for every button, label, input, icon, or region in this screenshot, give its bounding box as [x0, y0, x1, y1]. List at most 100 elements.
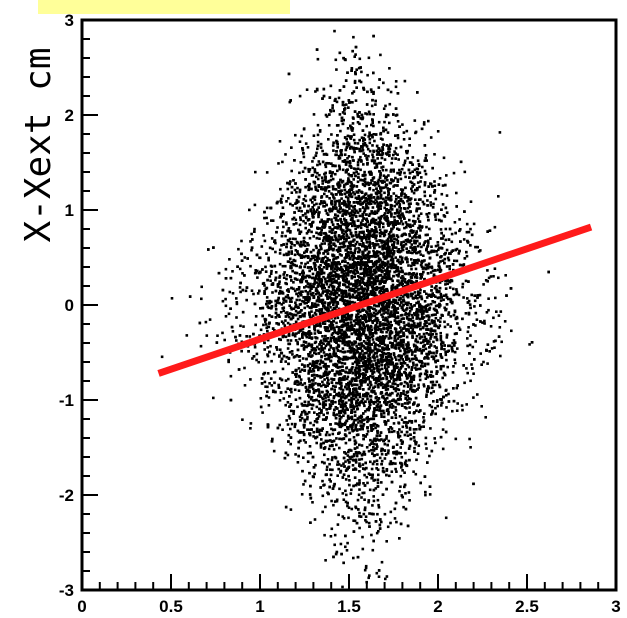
scatter-point — [356, 398, 360, 402]
scatter-point — [287, 197, 290, 200]
scatter-point — [432, 273, 436, 276]
scatter-point — [353, 55, 356, 58]
scatter-point — [327, 285, 331, 289]
scatter-point — [402, 384, 406, 388]
scatter-point — [320, 310, 323, 313]
scatter-point — [370, 533, 373, 537]
scatter-point — [300, 493, 304, 496]
scatter-point — [389, 372, 392, 375]
scatter-point — [388, 102, 392, 106]
scatter-point — [394, 176, 397, 180]
scatter-point — [367, 276, 370, 280]
scatter-point — [289, 409, 293, 413]
scatter-point — [300, 271, 304, 274]
scatter-point — [371, 289, 375, 293]
scatter-point — [345, 366, 348, 370]
scatter-point — [387, 315, 390, 319]
scatter-point — [371, 307, 375, 310]
scatter-point — [312, 391, 316, 394]
scatter-point — [350, 328, 354, 331]
scatter-point — [368, 356, 372, 360]
scatter-point — [424, 154, 428, 157]
scatter-point — [289, 508, 293, 511]
scatter-point — [379, 137, 383, 140]
scatter-point — [355, 404, 358, 408]
scatter-point — [373, 314, 377, 317]
scatter-point — [302, 439, 306, 442]
scatter-point — [352, 421, 355, 425]
scatter-point — [374, 392, 377, 395]
scatter-point — [347, 335, 351, 339]
scatter-point — [351, 326, 354, 329]
scatter-point — [348, 455, 351, 459]
scatter-point — [320, 307, 324, 311]
scatter-point — [418, 164, 421, 167]
scatter-point — [267, 306, 270, 310]
scatter-point — [289, 403, 293, 406]
scatter-point — [479, 352, 482, 355]
scatter-point — [363, 262, 366, 266]
scatter-point — [356, 407, 359, 411]
scatter-point — [414, 339, 417, 343]
scatter-point — [332, 396, 336, 400]
scatter-point — [312, 261, 316, 265]
scatter-point — [419, 274, 423, 278]
scatter-point — [364, 519, 367, 522]
scatter-point — [361, 535, 364, 539]
scatter-point — [309, 351, 312, 354]
scatter-point — [294, 218, 298, 222]
scatter-point — [278, 377, 282, 380]
scatter-point — [369, 318, 372, 322]
scatter-point — [401, 275, 404, 278]
scatter-point — [439, 316, 442, 320]
scatter-point — [395, 394, 399, 397]
scatter-point — [289, 339, 293, 342]
scatter-point — [343, 314, 346, 317]
scatter-point — [368, 112, 372, 116]
scatter-point — [414, 198, 417, 201]
scatter-point — [285, 355, 289, 359]
scatter-point — [492, 275, 495, 278]
scatter-point — [418, 424, 421, 427]
scatter-point — [384, 368, 388, 371]
scatter-point — [415, 458, 418, 462]
scatter-point — [399, 209, 402, 213]
scatter-point — [386, 113, 390, 117]
scatter-point — [443, 257, 447, 261]
scatter-point — [395, 194, 398, 198]
scatter-point — [362, 402, 365, 405]
scatter-point — [398, 489, 401, 493]
scatter-point — [337, 335, 341, 339]
scatter-point — [362, 163, 365, 166]
scatter-point — [330, 133, 333, 136]
scatter-point — [313, 329, 317, 332]
scatter-point — [358, 122, 361, 126]
scatter-point — [315, 405, 319, 409]
scatter-point — [363, 498, 366, 501]
scatter-point — [367, 293, 371, 296]
scatter-point — [325, 186, 329, 189]
scatter-point — [444, 283, 447, 286]
scatter-point — [344, 441, 348, 445]
scatter-point — [323, 192, 326, 196]
scatter-point — [306, 242, 309, 245]
scatter-point — [499, 310, 503, 313]
scatter-point — [341, 403, 345, 406]
scatter-point — [278, 248, 282, 252]
scatter-point — [378, 302, 381, 306]
scatter-point — [431, 321, 434, 325]
scatter-point — [299, 381, 302, 384]
scatter-point — [400, 418, 404, 421]
scatter-point — [328, 230, 331, 233]
scatter-point — [356, 163, 360, 167]
scatter-point — [430, 313, 434, 317]
scatter-point — [338, 211, 342, 214]
scatter-point — [456, 347, 459, 350]
scatter-point — [240, 239, 243, 243]
scatter-point — [359, 223, 363, 227]
scatter-point — [301, 357, 305, 360]
scatter-point — [373, 139, 376, 143]
scatter-point — [320, 429, 324, 432]
scatter-point — [449, 315, 453, 318]
scatter-point — [451, 409, 454, 413]
